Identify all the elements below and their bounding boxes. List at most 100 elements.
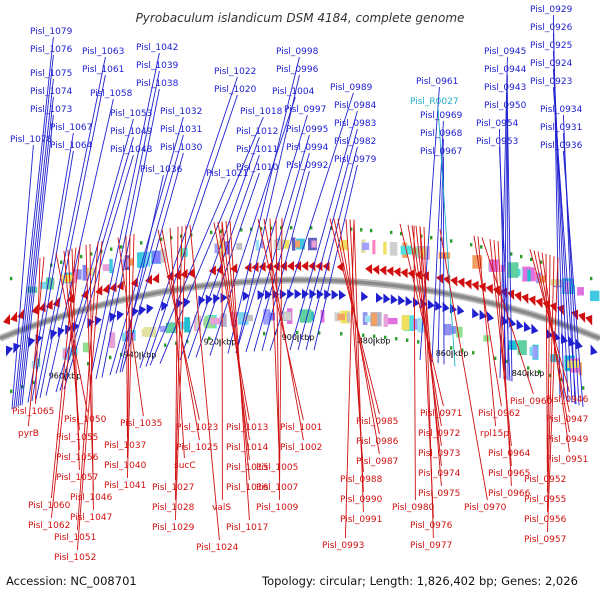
reverse-cog-block: [408, 247, 418, 255]
reverse-gene-arrow: [52, 297, 60, 308]
gene-label: Pisl_1009: [256, 503, 299, 513]
label-connector: [117, 237, 144, 417]
forward-cog-block: [204, 315, 216, 329]
forward-marker: [373, 334, 376, 338]
gene-label: Pisl_0987: [356, 457, 398, 467]
label-connector: [545, 253, 548, 473]
forward-cog-block: [310, 311, 314, 321]
reverse-gene-arrow: [471, 280, 479, 291]
gene-label: Pisl_1063: [82, 47, 124, 57]
reverse-marker: [210, 230, 213, 235]
forward-cog-block: [371, 312, 378, 326]
label-connector: [278, 218, 283, 501]
reverse-cog-block: [291, 237, 296, 251]
reverse-gene-arrow: [10, 311, 18, 323]
gene-label: Pisl_1064: [50, 141, 93, 151]
reverse-gene-arrow: [556, 304, 564, 316]
label-connector: [213, 222, 250, 421]
gene-label: Pisl_1014: [226, 443, 269, 453]
forward-gene-arrow: [117, 310, 124, 321]
forward-gene-arrow: [361, 291, 369, 302]
gene-label: Pisl_1004: [272, 87, 315, 97]
gene-label: Pisl_1029: [152, 523, 195, 533]
forward-gene-arrow: [257, 290, 265, 301]
gene-label: Pisl_1012: [236, 127, 278, 137]
forward-marker: [472, 351, 475, 355]
gene-label: Pisl_0947: [546, 415, 588, 425]
forward-gene-arrow: [479, 309, 487, 320]
reverse-gene-arrow: [102, 283, 110, 294]
reverse-marker: [450, 239, 453, 243]
forward-marker: [538, 369, 541, 374]
reverse-cog-block: [383, 241, 387, 255]
reverse-cog-block: [295, 240, 300, 248]
reverse-cog-block: [550, 279, 562, 286]
gene-label: Pisl_0957: [524, 535, 566, 545]
forward-marker: [318, 331, 321, 335]
forward-gene-arrow: [139, 305, 147, 316]
gene-label: Pisl_1062: [28, 521, 70, 531]
label-connector: [195, 172, 260, 358]
gene-label: Pisl_0961: [416, 77, 458, 87]
reverse-cog-block: [122, 258, 129, 268]
forward-cog-block: [517, 340, 527, 355]
reverse-cog-block: [260, 241, 264, 249]
gene-label: Pisl_1038: [136, 79, 179, 89]
forward-marker: [175, 341, 178, 345]
gene-label: Pisl_0953: [476, 137, 518, 147]
reverse-cog-block: [535, 272, 543, 284]
forward-gene-arrow: [205, 294, 213, 305]
gene-label: Pisl_0979: [334, 155, 377, 165]
forward-gene-arrow: [109, 312, 117, 323]
gene-label: Pisl_0983: [334, 119, 376, 129]
gene-label: Pisl_0997: [284, 105, 326, 115]
label-connector: [35, 56, 106, 400]
forward-gene-arrow: [294, 289, 302, 300]
gene-label: Pisl_0973: [418, 449, 460, 459]
label-connector: [235, 114, 308, 353]
label-connector-lines: [11, 14, 584, 551]
gene-label: Pisl_0971: [420, 409, 462, 419]
gene-label: Pisl_1032: [160, 107, 202, 117]
label-connector: [499, 56, 508, 378]
scale-tick-label: 960 kbp: [49, 371, 82, 380]
forward-marker: [406, 338, 409, 342]
gene-label: Pisl_0950: [484, 101, 527, 111]
forward-gene-arrow: [405, 296, 413, 307]
forward-cog-block: [508, 340, 517, 350]
label-connector: [481, 237, 534, 395]
gene-label: Pisl_1028: [152, 503, 195, 513]
gene-label: Pisl_0925: [530, 41, 572, 51]
gene-label: rpl15p: [480, 429, 509, 439]
forward-cog-block: [443, 323, 452, 336]
label-connector: [423, 226, 434, 539]
reverse-gene-arrow: [485, 284, 493, 295]
forward-cog-block: [184, 317, 190, 333]
reverse-marker: [160, 237, 163, 241]
rna-label-connector: [437, 106, 456, 367]
forward-gene-arrow: [242, 291, 250, 302]
label-connector: [50, 246, 81, 519]
label-connector: [15, 54, 54, 408]
gene-label: Pisl_1049: [110, 127, 153, 137]
reverse-marker: [80, 254, 83, 259]
reverse-cog-block: [72, 268, 77, 283]
forward-cog-block: [144, 326, 157, 337]
forward-gene-arrow: [376, 292, 383, 303]
reverse-cog-block: [340, 239, 348, 251]
forward-cog-block: [455, 326, 463, 338]
forward-gene-arrow: [524, 321, 531, 332]
label-connector: [76, 241, 99, 531]
gene-label: Pisl_1002: [280, 443, 322, 453]
reverse-marker: [120, 245, 123, 249]
gene-label: Pisl_0949: [546, 435, 589, 445]
rna-gene-label: Pisl_R0027: [410, 97, 459, 107]
gene-label: Pisl_1048: [110, 145, 153, 155]
gene-label: Pisl_0972: [418, 429, 460, 439]
gene-label: Pisl_1074: [30, 87, 73, 97]
gene-label: Pisl_1052: [54, 553, 96, 563]
forward-cog-block: [412, 318, 421, 330]
label-connector: [55, 118, 134, 393]
forward-marker: [549, 373, 552, 378]
reverse-gene-arrow: [549, 302, 557, 313]
